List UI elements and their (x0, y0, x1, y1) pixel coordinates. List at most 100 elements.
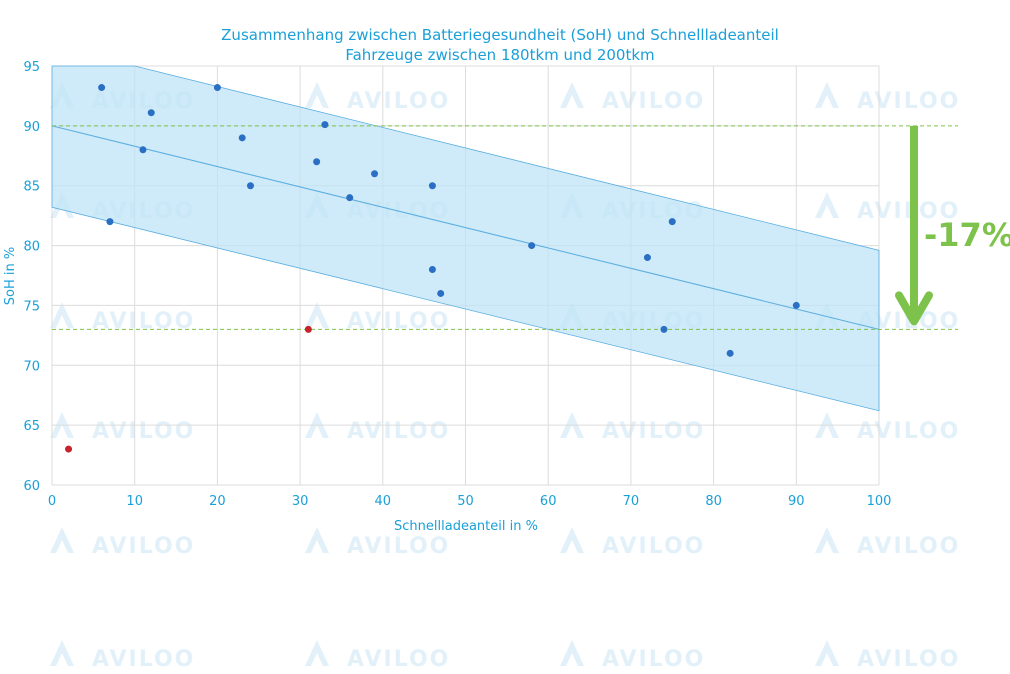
data-point (213, 84, 221, 92)
chart-subtitle: Fahrzeuge zwischen 180tkm und 200tkm (345, 46, 654, 64)
data-point (321, 121, 329, 129)
data-point (371, 170, 379, 178)
data-point (246, 182, 254, 190)
watermark-text: AVILOO (857, 419, 960, 444)
data-point (139, 146, 147, 154)
y-axis-ticks: 60 65 70 75 80 85 90 95 (23, 60, 40, 494)
watermark-logo: AVILOO (305, 527, 450, 559)
y-tick-label: 90 (23, 120, 40, 135)
watermark-text: AVILOO (347, 89, 450, 114)
x-tick-label: 40 (375, 494, 392, 509)
watermark-logo: AVILOO (305, 82, 450, 114)
y-tick-label: 65 (23, 419, 40, 434)
x-tick-label: 30 (292, 494, 309, 509)
outlier-point (65, 445, 73, 453)
y-tick-label: 75 (23, 299, 40, 314)
data-point (528, 242, 536, 250)
watermark-logo: AVILOO (560, 412, 703, 444)
watermark-text: AVILOO (602, 647, 705, 672)
watermark-text: AVILOO (347, 647, 450, 672)
watermark-text: AVILOO (857, 89, 960, 114)
data-point (660, 325, 668, 333)
watermark-logo: AVILOO (305, 640, 450, 672)
aviloo-logo-icon (815, 192, 839, 218)
watermark-text: AVILOO (857, 199, 960, 224)
aviloo-logo-icon (560, 82, 584, 108)
confidence-band-layer (51, 65, 880, 412)
watermark-logo: AVILOO (815, 412, 960, 444)
y-tick-label: 85 (23, 180, 40, 195)
watermark-logo: AVILOO (50, 412, 195, 444)
aviloo-logo-icon (50, 640, 74, 666)
reference-lines-layer (52, 125, 958, 330)
y-tick-label: 70 (23, 359, 40, 374)
data-point (668, 218, 676, 226)
watermark-logo: AVILOO (815, 527, 960, 559)
watermark-logo: AVILOO (50, 640, 195, 672)
x-axis-label: Schnellladeanteil in % (394, 519, 538, 534)
aviloo-logo-icon (305, 527, 329, 553)
data-point (106, 218, 114, 226)
watermark-logo: AVILOO (560, 82, 705, 114)
y-tick-label: 60 (23, 479, 40, 494)
y-tick-label: 80 (23, 240, 40, 255)
data-point (98, 84, 106, 92)
watermark-logo: AVILOO (815, 192, 960, 224)
watermark-text: AVILOO (857, 647, 960, 672)
data-points (65, 84, 800, 453)
trend-line (51, 125, 880, 330)
x-tick-label: 90 (788, 494, 805, 509)
x-tick-label: 80 (705, 494, 722, 509)
data-point (726, 349, 734, 357)
data-point (792, 301, 800, 309)
data-point (238, 134, 246, 142)
x-tick-label: 70 (623, 494, 640, 509)
watermark-text: AVILOO (92, 534, 195, 559)
x-tick-label: 60 (540, 494, 557, 509)
watermark-text: AVILOO (602, 534, 705, 559)
x-axis-ticks: 0 10 20 30 40 50 60 70 80 90 100 (48, 494, 892, 509)
x-tick-label: 100 (867, 494, 892, 509)
x-tick-label: 10 (126, 494, 143, 509)
x-tick-label: 50 (457, 494, 474, 509)
watermark-text: AVILOO (347, 419, 450, 444)
delta-label: -17% (924, 216, 1010, 254)
delta-annotation: -17% (895, 125, 1010, 326)
aviloo-logo-icon (305, 302, 329, 328)
aviloo-logo-icon (560, 527, 584, 553)
watermark-logo: AVILOO (815, 82, 960, 114)
chart-title: Zusammenhang zwischen Batteriegesundheit… (221, 26, 779, 44)
y-tick-label: 95 (23, 60, 40, 75)
data-point (428, 266, 436, 274)
x-tick-label: 0 (48, 494, 56, 509)
aviloo-logo-icon (560, 640, 584, 666)
aviloo-logo-icon (815, 82, 839, 108)
watermark-text: AVILOO (92, 309, 195, 334)
data-point (147, 109, 155, 117)
aviloo-logo-icon (50, 527, 74, 553)
aviloo-logo-icon (815, 527, 839, 553)
watermark-text: AVILOO (92, 419, 195, 444)
aviloo-logo-icon (305, 82, 329, 108)
y-axis-label: SoH in % (3, 247, 18, 305)
data-point (643, 254, 651, 262)
trend-line-layer (51, 125, 880, 330)
data-point (313, 158, 321, 166)
watermark-logo: AVILOO (50, 527, 195, 559)
watermark-logo: AVILOO (560, 527, 705, 559)
data-point (346, 194, 354, 202)
watermark-text: AVILOO (92, 647, 195, 672)
watermark-text: AVILOO (857, 534, 960, 559)
data-point (428, 182, 436, 190)
watermark-text: AVILOO (347, 534, 450, 559)
aviloo-logo-icon (305, 640, 329, 666)
aviloo-logo-icon (815, 640, 839, 666)
x-tick-label: 20 (209, 494, 226, 509)
arrow-down-icon (895, 291, 933, 326)
data-point (437, 289, 445, 297)
outlier-point (304, 325, 312, 333)
watermark-logo: AVILOO (305, 412, 450, 444)
watermark-text: AVILOO (602, 89, 705, 114)
